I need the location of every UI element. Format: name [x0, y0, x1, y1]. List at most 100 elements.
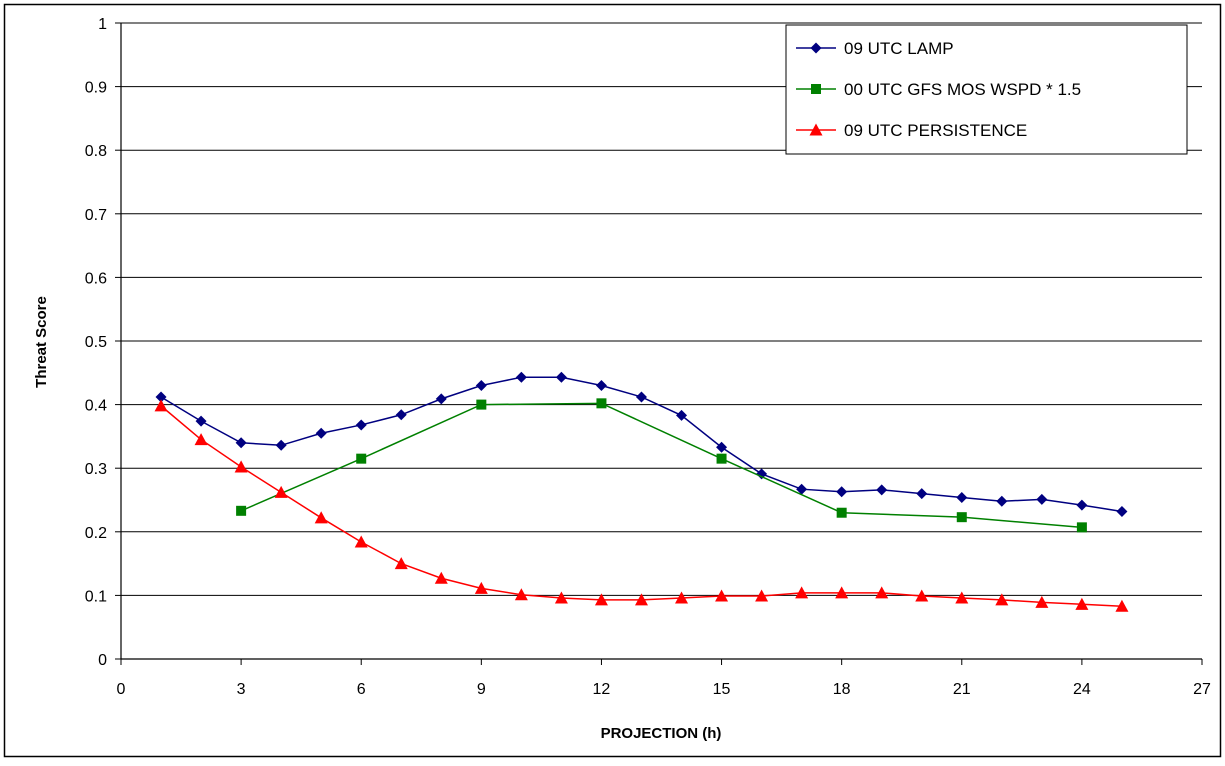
legend-label: 09 UTC LAMP [844, 39, 954, 58]
data-point-diamond [155, 391, 167, 403]
grid-lines [121, 22, 1202, 596]
data-point-square [596, 398, 607, 409]
y-tick-label: 0.4 [85, 398, 107, 415]
data-point-triangle [434, 571, 448, 584]
y-tick-label: 0.5 [85, 334, 107, 351]
x-axis-title: PROJECTION (h) [601, 725, 722, 742]
data-point-triangle [715, 589, 729, 602]
x-tick-label: 27 [1193, 681, 1211, 698]
data-point-diamond [1116, 505, 1128, 517]
data-point-diamond [810, 42, 822, 54]
y-tick-label: 0.3 [85, 461, 107, 478]
data-point-diamond [916, 488, 928, 500]
data-point-triangle [835, 586, 849, 599]
data-point-triangle [234, 460, 248, 473]
x-tick-label: 12 [593, 681, 611, 698]
data-point-triangle [474, 581, 488, 594]
x-tick-label: 24 [1073, 681, 1091, 698]
data-point-diamond [836, 486, 848, 498]
data-point-diamond [956, 491, 968, 503]
y-tick-label: 0.2 [85, 525, 107, 542]
x-tick-label: 3 [237, 681, 246, 698]
legend-label: 00 UTC GFS MOS WSPD * 1.5 [844, 80, 1081, 99]
series-line [240, 402, 1082, 529]
x-tick-label: 9 [477, 681, 486, 698]
y-tick-label: 0.6 [85, 270, 107, 287]
data-point-square [356, 453, 367, 464]
y-tick-label: 0 [98, 652, 107, 669]
x-tick-label: 0 [117, 681, 126, 698]
y-tick-label: 0.7 [85, 207, 107, 224]
data-point-triangle [795, 586, 809, 599]
data-point-triangle [755, 589, 769, 602]
series-group [154, 399, 1129, 612]
series-group [155, 371, 1128, 517]
x-tick-label: 15 [713, 681, 731, 698]
data-point-triangle [915, 589, 929, 602]
data-point-diamond [1036, 493, 1048, 505]
data-point-diamond [796, 483, 808, 495]
data-point-diamond [876, 484, 888, 496]
data-point-triangle [634, 593, 648, 606]
data-point-triangle [394, 557, 408, 570]
data-point-diamond [555, 371, 567, 383]
data-point-diamond [635, 391, 647, 403]
legend-item: 09 UTC LAMP [796, 39, 954, 58]
legend-box [785, 24, 1188, 155]
data-point-triangle [995, 593, 1009, 606]
data-point-triangle [274, 485, 288, 498]
data-point-diamond [676, 409, 688, 421]
data-point-square [716, 453, 727, 464]
data-point-diamond [395, 409, 407, 421]
data-point-triangle [194, 433, 208, 446]
y-tick-label: 1 [98, 16, 107, 33]
y-tick-label: 0.8 [85, 143, 107, 160]
data-point-triangle [1075, 597, 1089, 610]
data-point-diamond [595, 380, 607, 392]
data-point-triangle [314, 511, 328, 524]
data-point-diamond [515, 371, 527, 383]
data-point-diamond [315, 427, 327, 439]
data-point-triangle [1115, 599, 1129, 612]
data-point-triangle [354, 535, 368, 548]
data-point-diamond [475, 380, 487, 392]
series-group [236, 398, 1087, 533]
data-point-triangle [154, 399, 168, 412]
x-tick-label: 18 [833, 681, 851, 698]
data-series [154, 371, 1129, 612]
data-point-square [236, 505, 247, 516]
data-point-diamond [355, 419, 367, 431]
axes: 0 0.1 0.2 0.3 0.4 0.5 0.6 0.7 0.8 0.9 1 0 3 6 9 12 15 18 2… [85, 16, 1211, 698]
legend-label: 09 UTC PERSISTENCE [844, 121, 1027, 140]
data-point-square [811, 84, 821, 94]
data-point-triangle [514, 588, 528, 601]
data-point-square [836, 507, 847, 518]
data-point-triangle [594, 593, 608, 606]
y-axis-title: Threat Score [33, 296, 50, 388]
data-point-diamond [275, 439, 287, 451]
data-point-square [476, 399, 487, 410]
data-point-triangle [675, 591, 689, 604]
x-tick-label: 6 [357, 681, 366, 698]
data-point-diamond [996, 495, 1008, 507]
legend: 09 UTC LAMP 00 UTC GFS MOS WSPD * 1.5 09 U… [785, 24, 1188, 155]
data-point-triangle [809, 123, 823, 136]
y-tick-label: 0.1 [85, 588, 107, 605]
legend-item: 00 UTC GFS MOS WSPD * 1.5 [796, 80, 1081, 99]
data-point-diamond [1076, 499, 1088, 511]
data-point-triangle [554, 591, 568, 604]
data-point-triangle [955, 591, 969, 604]
data-point-triangle [1035, 595, 1049, 608]
data-point-diamond [435, 393, 447, 405]
data-point-square [1076, 522, 1087, 533]
data-point-triangle [875, 586, 889, 599]
data-point-square [956, 512, 967, 523]
data-point-diamond [235, 437, 247, 449]
data-point-diamond [195, 415, 207, 427]
y-tick-label: 0.9 [85, 80, 107, 97]
data-point-diamond [716, 441, 728, 453]
x-tick-label: 21 [953, 681, 971, 698]
data-point-diamond [756, 468, 768, 480]
